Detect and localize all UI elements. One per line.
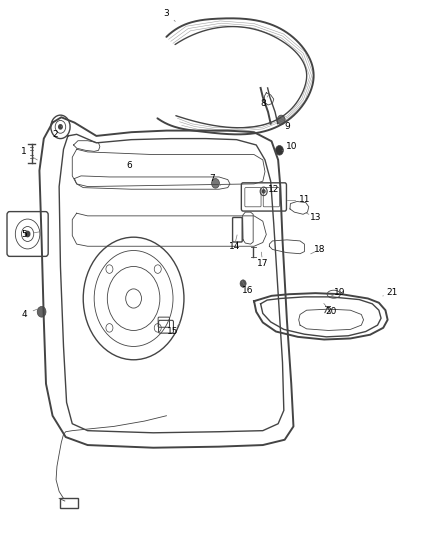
Circle shape [25, 231, 30, 237]
Text: 19: 19 [334, 288, 345, 296]
Text: 2: 2 [52, 130, 57, 139]
Text: 20: 20 [325, 308, 336, 316]
Text: 7: 7 [209, 174, 215, 183]
Text: 17: 17 [257, 260, 268, 268]
Text: 9: 9 [284, 123, 290, 131]
Text: 15: 15 [167, 327, 179, 336]
Text: 12: 12 [268, 185, 279, 193]
Text: 21: 21 [386, 288, 398, 296]
Text: 14: 14 [229, 242, 240, 251]
Text: 5: 5 [21, 230, 27, 239]
Text: 16: 16 [242, 286, 253, 295]
Circle shape [262, 190, 265, 193]
Text: 6: 6 [126, 161, 132, 169]
Circle shape [212, 179, 219, 188]
Text: 13: 13 [310, 213, 321, 222]
Text: 11: 11 [299, 196, 310, 204]
Circle shape [276, 146, 283, 155]
Circle shape [59, 125, 62, 129]
Text: 1: 1 [21, 148, 27, 156]
Circle shape [240, 280, 246, 287]
Text: 4: 4 [21, 310, 27, 319]
Text: 8: 8 [260, 100, 266, 108]
Text: 3: 3 [163, 9, 170, 18]
Text: 18: 18 [314, 245, 325, 254]
Circle shape [277, 115, 285, 125]
Circle shape [37, 306, 46, 317]
Text: 10: 10 [286, 142, 297, 151]
